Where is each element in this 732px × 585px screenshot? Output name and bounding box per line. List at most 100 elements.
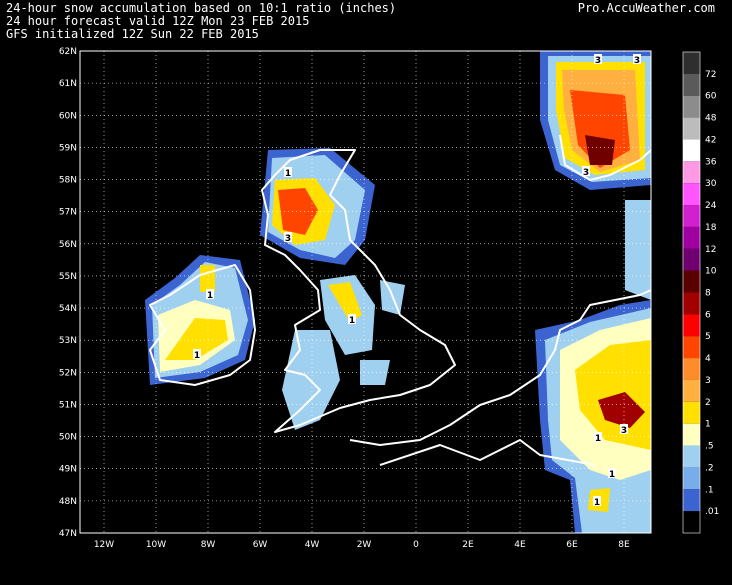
snow-field	[278, 188, 318, 235]
lat-label: 51N	[59, 400, 77, 410]
legend-swatch	[683, 161, 700, 184]
legend-label: 42	[705, 135, 716, 145]
legend-label: 5	[705, 332, 711, 342]
legend-swatch	[683, 270, 700, 293]
snow-field	[360, 360, 390, 385]
snow-field	[200, 265, 215, 292]
lat-label: 56N	[59, 240, 77, 250]
contour-labels: 3 3 3 1 3 1 1 1 1 1 3 1	[193, 54, 641, 508]
legend-label: .1	[705, 485, 714, 495]
lat-label: 57N	[59, 208, 77, 218]
contour-label: 3	[621, 426, 627, 436]
legend-swatch	[683, 467, 700, 490]
legend-label: 2	[705, 398, 711, 408]
contour-label: 1	[594, 498, 600, 508]
legend-swatch	[683, 95, 700, 118]
legend-swatch	[683, 445, 700, 468]
legend-label: 6	[705, 310, 711, 320]
contour-label-box	[284, 232, 292, 242]
coastlines	[149, 134, 651, 466]
coastline	[349, 289, 651, 446]
legend-label: 60	[705, 92, 717, 102]
contour-label: 1	[609, 470, 615, 480]
legend-swatch	[683, 423, 700, 446]
contour-label-box	[620, 424, 628, 434]
snow-field	[328, 282, 362, 322]
snow-field	[165, 318, 228, 360]
lon-label: 8W	[201, 540, 216, 550]
contour-label: 3	[583, 168, 589, 178]
legend-label: 48	[705, 114, 717, 124]
contour-label: 3	[634, 56, 640, 66]
contour-label-box	[348, 314, 356, 324]
contour-label-box	[594, 54, 602, 64]
legend-swatch	[683, 358, 700, 380]
legend-label: .2	[705, 463, 714, 473]
lon-label: 0	[413, 540, 419, 550]
lon-label: 12W	[94, 540, 114, 550]
legend-swatch	[683, 248, 700, 271]
legend-label: 30	[705, 179, 717, 189]
lat-label: 62N	[59, 47, 77, 57]
legend-label: 4	[705, 354, 711, 364]
lon-label: 10W	[146, 540, 166, 550]
legend-swatch	[683, 117, 700, 140]
snow-field	[585, 135, 615, 165]
legend-swatch	[683, 379, 700, 402]
contour-label: 3	[595, 56, 601, 66]
lat-label: 60N	[59, 111, 77, 121]
coastline	[379, 439, 596, 466]
lat-label: 58N	[59, 176, 77, 186]
coastline	[149, 264, 256, 386]
site-name: Pro.AccuWeather.com	[578, 1, 715, 15]
lat-label: 61N	[59, 79, 77, 89]
header-line: 24-hour snow accumulation based on 10:1 …	[6, 1, 396, 15]
contour-label-box	[206, 289, 214, 299]
header-line: 24 hour forecast valid 12Z Mon 23 FEB 20…	[6, 14, 309, 28]
legend-swatch	[683, 183, 700, 206]
contour-label-box	[582, 166, 590, 176]
legend-label: .5	[705, 442, 714, 452]
lat-label: 59N	[59, 143, 77, 153]
lon-label: 6W	[253, 540, 268, 550]
contour-label: 1	[207, 291, 213, 301]
legend-swatch	[683, 73, 700, 96]
contour-label-box	[633, 54, 641, 64]
legend-swatch	[683, 52, 700, 74]
header-line: GFS initialized 12Z Sun 22 FEB 2015	[6, 27, 259, 41]
contour-label-box	[593, 496, 601, 506]
coastline	[261, 149, 456, 433]
contour-label: 1	[595, 434, 601, 444]
snow-field	[570, 90, 630, 168]
lon-label: 8E	[618, 540, 630, 550]
legend-label: 72	[705, 70, 716, 80]
legend-swatch	[683, 139, 700, 162]
legend-frame	[682, 51, 701, 534]
legend-label: 8	[705, 289, 711, 299]
legend-label: 10	[705, 267, 717, 277]
contour-label-box	[608, 468, 616, 478]
lat-label: 55N	[59, 272, 77, 282]
legend-swatch	[683, 314, 700, 337]
legend-label: 18	[705, 223, 717, 233]
legend-label: 36	[705, 157, 717, 167]
contour-label: 1	[285, 169, 291, 179]
legend-swatch	[683, 401, 700, 424]
map-frame	[79, 50, 652, 534]
legend-swatch	[683, 511, 700, 533]
legend-swatch	[683, 226, 700, 249]
contour-label-box	[594, 432, 602, 442]
lat-label: 52N	[59, 368, 77, 378]
legend-label: 3	[705, 376, 711, 386]
lat-label: 53N	[59, 336, 77, 346]
lon-label: 4E	[514, 540, 526, 550]
lat-label: 54N	[59, 304, 77, 314]
coastline	[559, 134, 651, 181]
lat-label: 50N	[59, 433, 77, 443]
contour-label-box	[193, 349, 201, 359]
lon-label: 2E	[462, 540, 474, 550]
legend-swatch	[683, 205, 700, 227]
contour-label-box	[284, 167, 292, 177]
lon-label: 6E	[566, 540, 578, 550]
